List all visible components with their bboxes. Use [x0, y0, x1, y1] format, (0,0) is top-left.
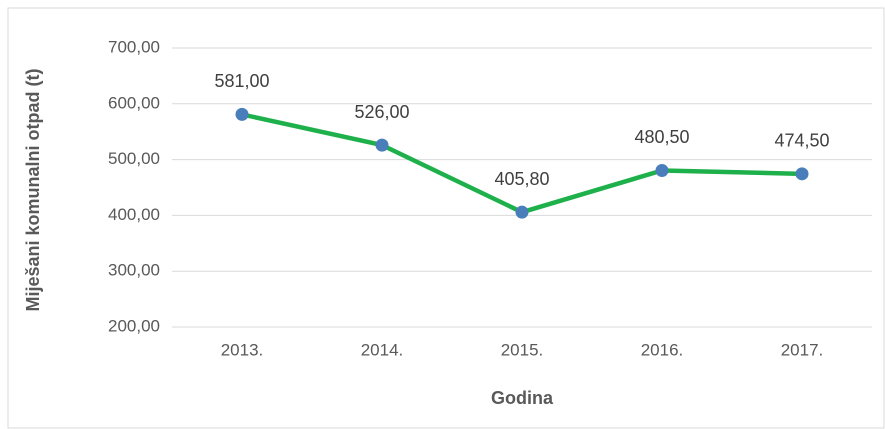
- line: [241, 112, 803, 215]
- y-tick-label: 200,00: [108, 316, 160, 335]
- x-tick-label: 2016.: [641, 340, 684, 359]
- x-axis-title: Godina: [491, 388, 554, 408]
- y-tick-label: 700,00: [108, 37, 160, 56]
- y-tick-label: 500,00: [108, 149, 160, 168]
- chart-frame: [7, 7, 885, 429]
- marker: [655, 163, 669, 177]
- marker: [795, 167, 809, 181]
- marker: [235, 107, 249, 121]
- data-label: 405,80: [494, 169, 549, 189]
- y-axis-title: Miješani komunalni otpad (t): [23, 68, 43, 311]
- x-tick-label: 2017.: [781, 340, 824, 359]
- x-tick-label: 2015.: [501, 340, 544, 359]
- data-label: 474,50: [774, 131, 829, 151]
- y-tick-label: 400,00: [108, 205, 160, 224]
- data-label: 526,00: [354, 102, 409, 122]
- data-label: 480,50: [634, 127, 689, 147]
- marker: [375, 138, 389, 152]
- y-tick-label: 600,00: [108, 93, 160, 112]
- x-tick-label: 2013.: [221, 340, 264, 359]
- marker: [515, 205, 529, 219]
- y-tick-label: 300,00: [108, 261, 160, 280]
- data-label: 581,00: [214, 71, 269, 91]
- x-tick-label: 2014.: [361, 340, 404, 359]
